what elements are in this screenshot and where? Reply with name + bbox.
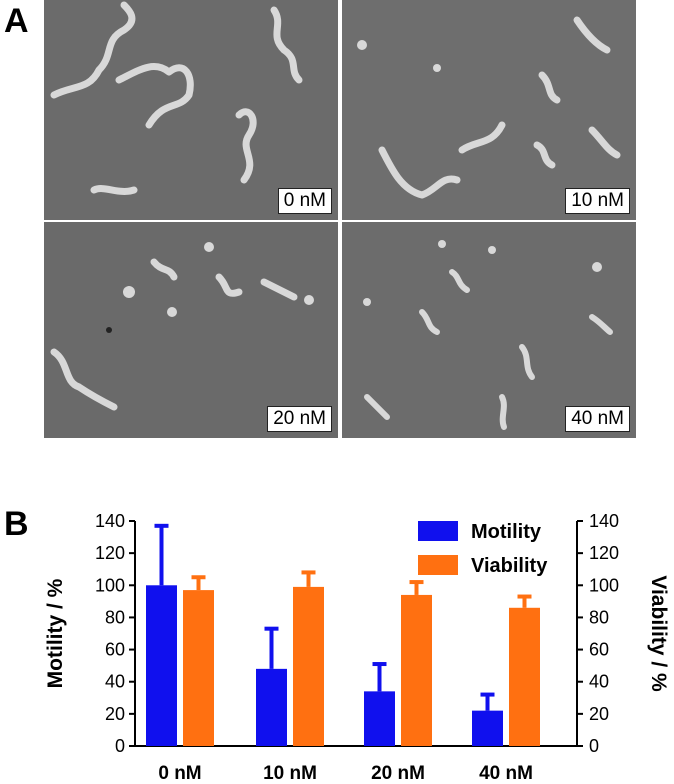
y2-tick-label: 120 [589,543,619,563]
y-tick-label: 20 [105,704,125,724]
y-tick-label: 40 [105,672,125,692]
y-tick-label: 140 [95,511,125,531]
y2-tick-label: 40 [589,672,609,692]
panel-label-b: B [4,505,29,543]
x-tick-label: 20 nM [371,763,425,784]
micrograph-0nm: 0 nM [44,0,338,220]
micrograph-texture [342,0,636,220]
concentration-label: 0 nM [277,188,332,214]
bar-motility [364,691,395,746]
y-axis-title: Motility / % [44,578,67,688]
micrograph-10nm: 10 nM [342,0,636,220]
legend-swatch-motility [418,521,458,541]
panel-label-a: A [4,2,29,40]
bar-motility [146,585,177,746]
micrograph-40nm: 40 nM [342,222,636,438]
y-tick-label: 0 [115,736,125,756]
micrograph-texture [342,222,636,438]
y-tick-label: 60 [105,640,125,660]
y-tick-label: 100 [95,575,125,595]
y2-tick-label: 100 [589,575,619,595]
y2-tick-label: 140 [589,511,619,531]
concentration-label: 20 nM [267,406,332,432]
concentration-label: 40 nM [565,406,630,432]
y-tick-label: 120 [95,543,125,563]
y2-axis-title: Viability / % [647,575,670,692]
micrograph-20nm: 20 nM [44,222,338,438]
bar-motility [256,668,287,746]
legend-label-motility: Motility [471,521,542,543]
bar-viability [509,607,540,746]
bar-viability [183,590,214,746]
y2-tick-label: 0 [589,736,599,756]
x-tick-label: 10 nM [263,763,317,784]
x-tick-label: 0 nM [158,763,201,784]
micrograph-texture [44,0,338,220]
bar-viability [293,586,324,746]
bar-viability [401,594,432,746]
y2-tick-label: 20 [589,704,609,724]
x-tick-label: 40 nM [479,763,533,784]
legend-swatch-viability [418,555,458,575]
bar-motility [472,710,503,746]
micrograph-texture [44,222,338,438]
y-tick-label: 80 [105,607,125,627]
y2-tick-label: 60 [589,640,609,660]
legend-label-viability: Viability [471,555,548,577]
concentration-label: 10 nM [565,188,630,214]
y2-tick-label: 80 [589,607,609,627]
bar-chart: 0 0 20 20 40 40 60 60 80 80 100 100 120 120 140 140 Moti… [44,511,670,784]
